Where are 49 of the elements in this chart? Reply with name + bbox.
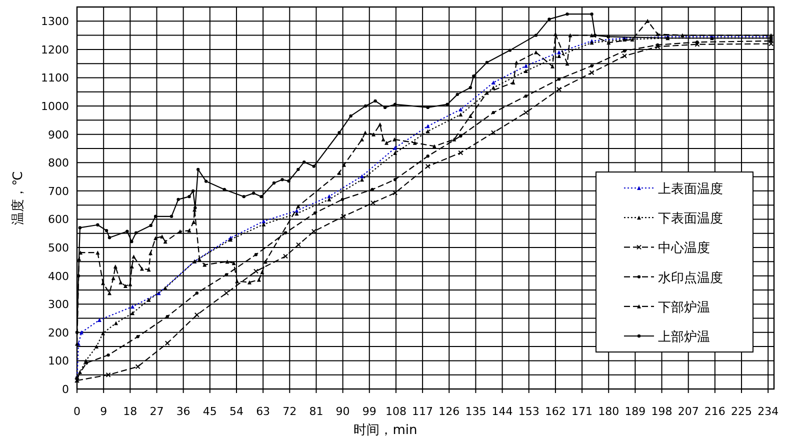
x-tick-label: 234 bbox=[758, 405, 779, 418]
y-tick-label: 300 bbox=[48, 298, 69, 312]
y-tick-label: 700 bbox=[48, 184, 69, 198]
x-tick-label: 108 bbox=[385, 405, 406, 418]
x-tick-label: 207 bbox=[678, 405, 699, 418]
y-tick-label: 600 bbox=[48, 213, 69, 226]
y-tick-label: 200 bbox=[48, 326, 69, 340]
y-tick-label: 500 bbox=[48, 242, 69, 255]
x-tick-label: 153 bbox=[518, 405, 540, 418]
x-tick-label: 117 bbox=[412, 405, 434, 418]
x-tick-label: 45 bbox=[202, 405, 217, 418]
x-tick-label: 144 bbox=[492, 405, 513, 418]
x-tick-label: 162 bbox=[544, 405, 566, 418]
x-tick-label: 180 bbox=[598, 405, 620, 418]
legend-label: 水印点温度 bbox=[658, 270, 723, 286]
x-tick-label: 171 bbox=[572, 405, 593, 418]
legend-label: 下部炉温 bbox=[658, 300, 710, 316]
x-tick-label: 81 bbox=[309, 405, 324, 418]
y-tick-label: 1300 bbox=[41, 15, 69, 28]
x-tick-label: 90 bbox=[336, 405, 350, 418]
x-tick-label: 18 bbox=[123, 405, 138, 418]
x-tick-label: 126 bbox=[438, 405, 460, 418]
y-tick-label: 0 bbox=[62, 383, 69, 396]
legend-label: 上表面温度 bbox=[658, 181, 723, 197]
x-tick-label: 189 bbox=[624, 405, 646, 418]
x-tick-label: 99 bbox=[362, 405, 376, 418]
x-tick-label: 54 bbox=[229, 405, 244, 418]
x-tick-label: 135 bbox=[465, 405, 486, 418]
x-tick-label: 63 bbox=[256, 405, 270, 418]
x-tick-label: 27 bbox=[150, 405, 164, 418]
y-tick-label: 1200 bbox=[41, 43, 69, 56]
x-tick-label: 9 bbox=[100, 405, 108, 418]
legend-label: 上部炉温 bbox=[658, 330, 710, 345]
x-tick-label: 72 bbox=[282, 405, 297, 418]
y-tick-label: 800 bbox=[48, 156, 69, 170]
x-tick-label: 216 bbox=[704, 405, 726, 418]
x-tick-label: 225 bbox=[731, 405, 752, 418]
y-tick-label: 1100 bbox=[41, 72, 69, 85]
y-tick-label: 1000 bbox=[41, 100, 69, 114]
legend-label: 下表面温度 bbox=[658, 210, 723, 227]
y-axis-title: 温度，℃ bbox=[10, 171, 26, 225]
x-axis-title: 时间，min bbox=[354, 423, 418, 438]
x-tick-label: 0 bbox=[74, 405, 80, 418]
y-tick-label: 100 bbox=[48, 354, 69, 368]
y-tick-label: 900 bbox=[48, 128, 69, 142]
legend-label: 中心温度 bbox=[658, 240, 710, 256]
x-tick-label: 198 bbox=[651, 405, 672, 418]
x-tick-label: 36 bbox=[176, 405, 190, 418]
y-tick-label: 400 bbox=[48, 270, 69, 283]
